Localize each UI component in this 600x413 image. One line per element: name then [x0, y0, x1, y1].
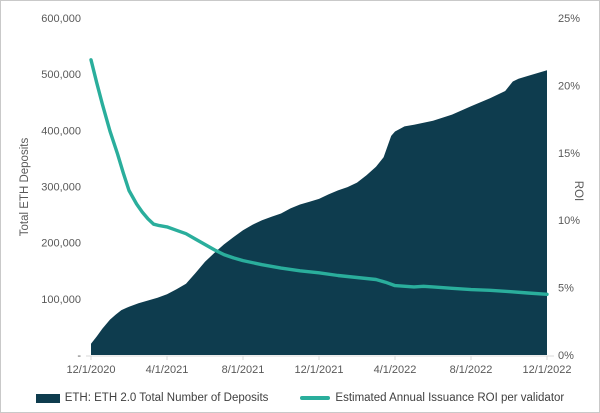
x-axis-tick-label: 12/1/2020	[67, 364, 116, 376]
right-axis-title: ROI	[572, 180, 584, 202]
x-axis-tick-label: 8/1/2022	[450, 364, 493, 376]
right-axis-tick-label: 5%	[558, 283, 574, 295]
roi-line-series	[89, 58, 549, 296]
legend-label-roi: Estimated Annual Issuance ROI per valida…	[335, 392, 565, 404]
left-axis-tick-label: 500,000	[41, 69, 81, 81]
x-axis-tick-label: 12/1/2021	[295, 364, 344, 376]
left-axis-tick-label: 600,000	[41, 13, 81, 25]
roi-line-swatch	[300, 396, 331, 400]
deposits-area-swatch	[35, 393, 60, 403]
legend: ETH: ETH 2.0 Total Number of Deposits Es…	[1, 392, 599, 404]
left-axis-tick-label: 400,000	[41, 125, 81, 137]
x-axis-tick-label: 8/1/2021	[222, 364, 265, 376]
x-axis-tick-label: 4/1/2021	[146, 364, 189, 376]
legend-item-deposits: ETH: ETH 2.0 Total Number of Deposits	[35, 392, 269, 404]
right-axis-tick-label: 15%	[558, 148, 580, 160]
left-axis-tick-label: 300,000	[41, 182, 81, 194]
deposits-area-series	[91, 70, 547, 355]
legend-item-roi: Estimated Annual Issuance ROI per valida…	[300, 392, 564, 404]
legend-label-deposits: ETH: ETH 2.0 Total Number of Deposits	[64, 392, 269, 404]
right-axis-tick-label: 0%	[558, 350, 574, 362]
left-axis-tick-label: 200,000	[41, 238, 81, 250]
x-axis-tick-label: 4/1/2022	[374, 364, 417, 376]
x-axis-tick-label: 12/1/2022	[523, 364, 572, 376]
right-axis-tick-label: 25%	[558, 13, 580, 25]
right-axis-tick-label: 20%	[558, 80, 580, 92]
left-axis-tick-label: -	[77, 350, 81, 362]
left-axis-tick-label: 100,000	[41, 294, 81, 306]
right-axis-tick-label: 10%	[558, 215, 580, 227]
